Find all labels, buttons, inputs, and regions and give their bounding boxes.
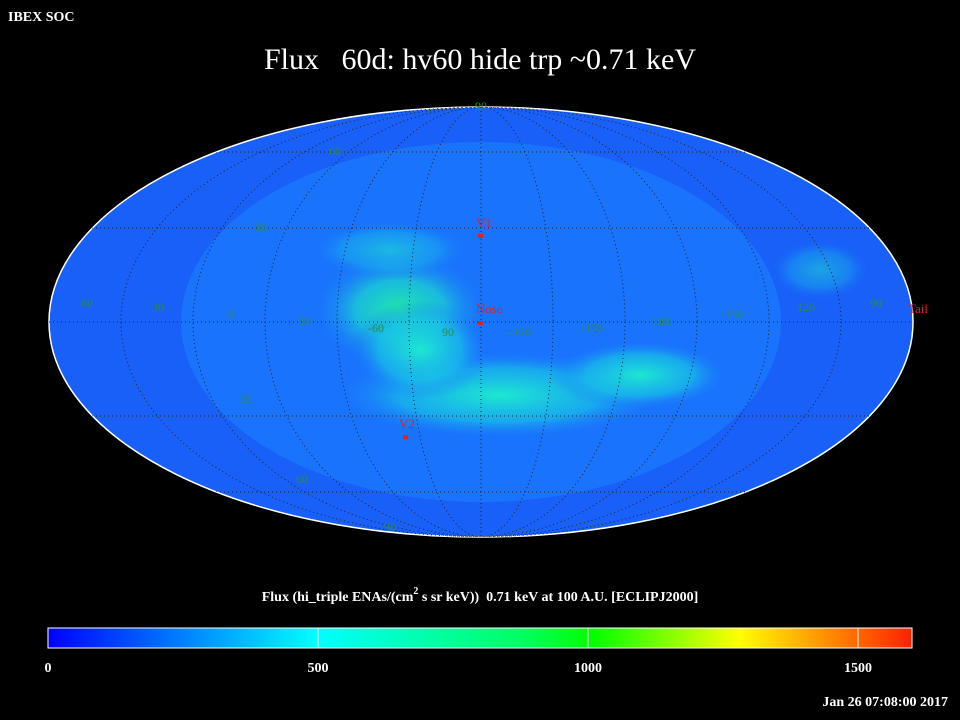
label-part: s sr keV)) 0.71 keV at 100 A.U. [ECLIPJ2… bbox=[418, 590, 698, 605]
grid-label: -150 bbox=[581, 321, 603, 335]
map-region bbox=[310, 220, 470, 280]
grid-label: 60 bbox=[81, 296, 93, 310]
grid-label: 150 bbox=[725, 307, 743, 321]
grid-label: 30 bbox=[239, 392, 251, 406]
colorbar-tick-label: 1500 bbox=[844, 661, 872, 676]
colorbar-tick-label: 1000 bbox=[574, 661, 602, 676]
colorbar: 0 500 1000 1500 bbox=[45, 627, 913, 676]
map-region bbox=[350, 300, 490, 400]
colorbar-label: Flux (hi_triple ENAs/(cm2 s sr keV)) 0.7… bbox=[262, 586, 699, 605]
marker-label: Nose bbox=[476, 301, 503, 316]
grid-label: 60 bbox=[296, 472, 308, 486]
map-region bbox=[550, 340, 730, 410]
grid-label: 0 bbox=[228, 307, 234, 321]
grid-label: -60 bbox=[368, 321, 384, 335]
grid-label: 90 bbox=[475, 99, 487, 113]
label-superscript: 2 bbox=[413, 586, 418, 597]
marker bbox=[403, 435, 408, 439]
marker-label: Tail bbox=[908, 301, 928, 316]
marker-label: V2 bbox=[399, 416, 415, 431]
grid-label: 120 bbox=[797, 300, 815, 314]
grid-label: 180 bbox=[652, 314, 670, 328]
map-region bbox=[770, 240, 870, 300]
grid-label: 90 bbox=[442, 325, 454, 339]
colorbar-tick-label: 500 bbox=[308, 661, 329, 676]
marker bbox=[478, 321, 483, 325]
map-title: Flux 60d: hv60 hide trp ~0.71 keV bbox=[264, 43, 696, 76]
grid-label: 60 bbox=[329, 144, 341, 158]
grid-label: 30 bbox=[299, 314, 311, 328]
header-title: IBEX SOC bbox=[8, 10, 75, 25]
grid-label: 30 bbox=[254, 220, 266, 234]
sky-map: 90 60 30 60 30 0 30 -60 90 -120 -150 180… bbox=[48, 99, 928, 538]
grid-label: 30 bbox=[152, 300, 164, 314]
grid-label: 90 bbox=[870, 296, 882, 310]
marker bbox=[478, 234, 483, 238]
grid-label: 90 bbox=[384, 520, 396, 534]
timestamp: Jan 26 07:08:00 2017 bbox=[822, 695, 948, 710]
marker-label: V1 bbox=[476, 215, 492, 230]
grid-label: -120 bbox=[509, 325, 531, 339]
colorbar-tick-label: 0 bbox=[45, 661, 52, 676]
colorbar-gradient bbox=[47, 627, 913, 649]
label-part: Flux (hi_triple ENAs/(cm bbox=[262, 590, 414, 605]
